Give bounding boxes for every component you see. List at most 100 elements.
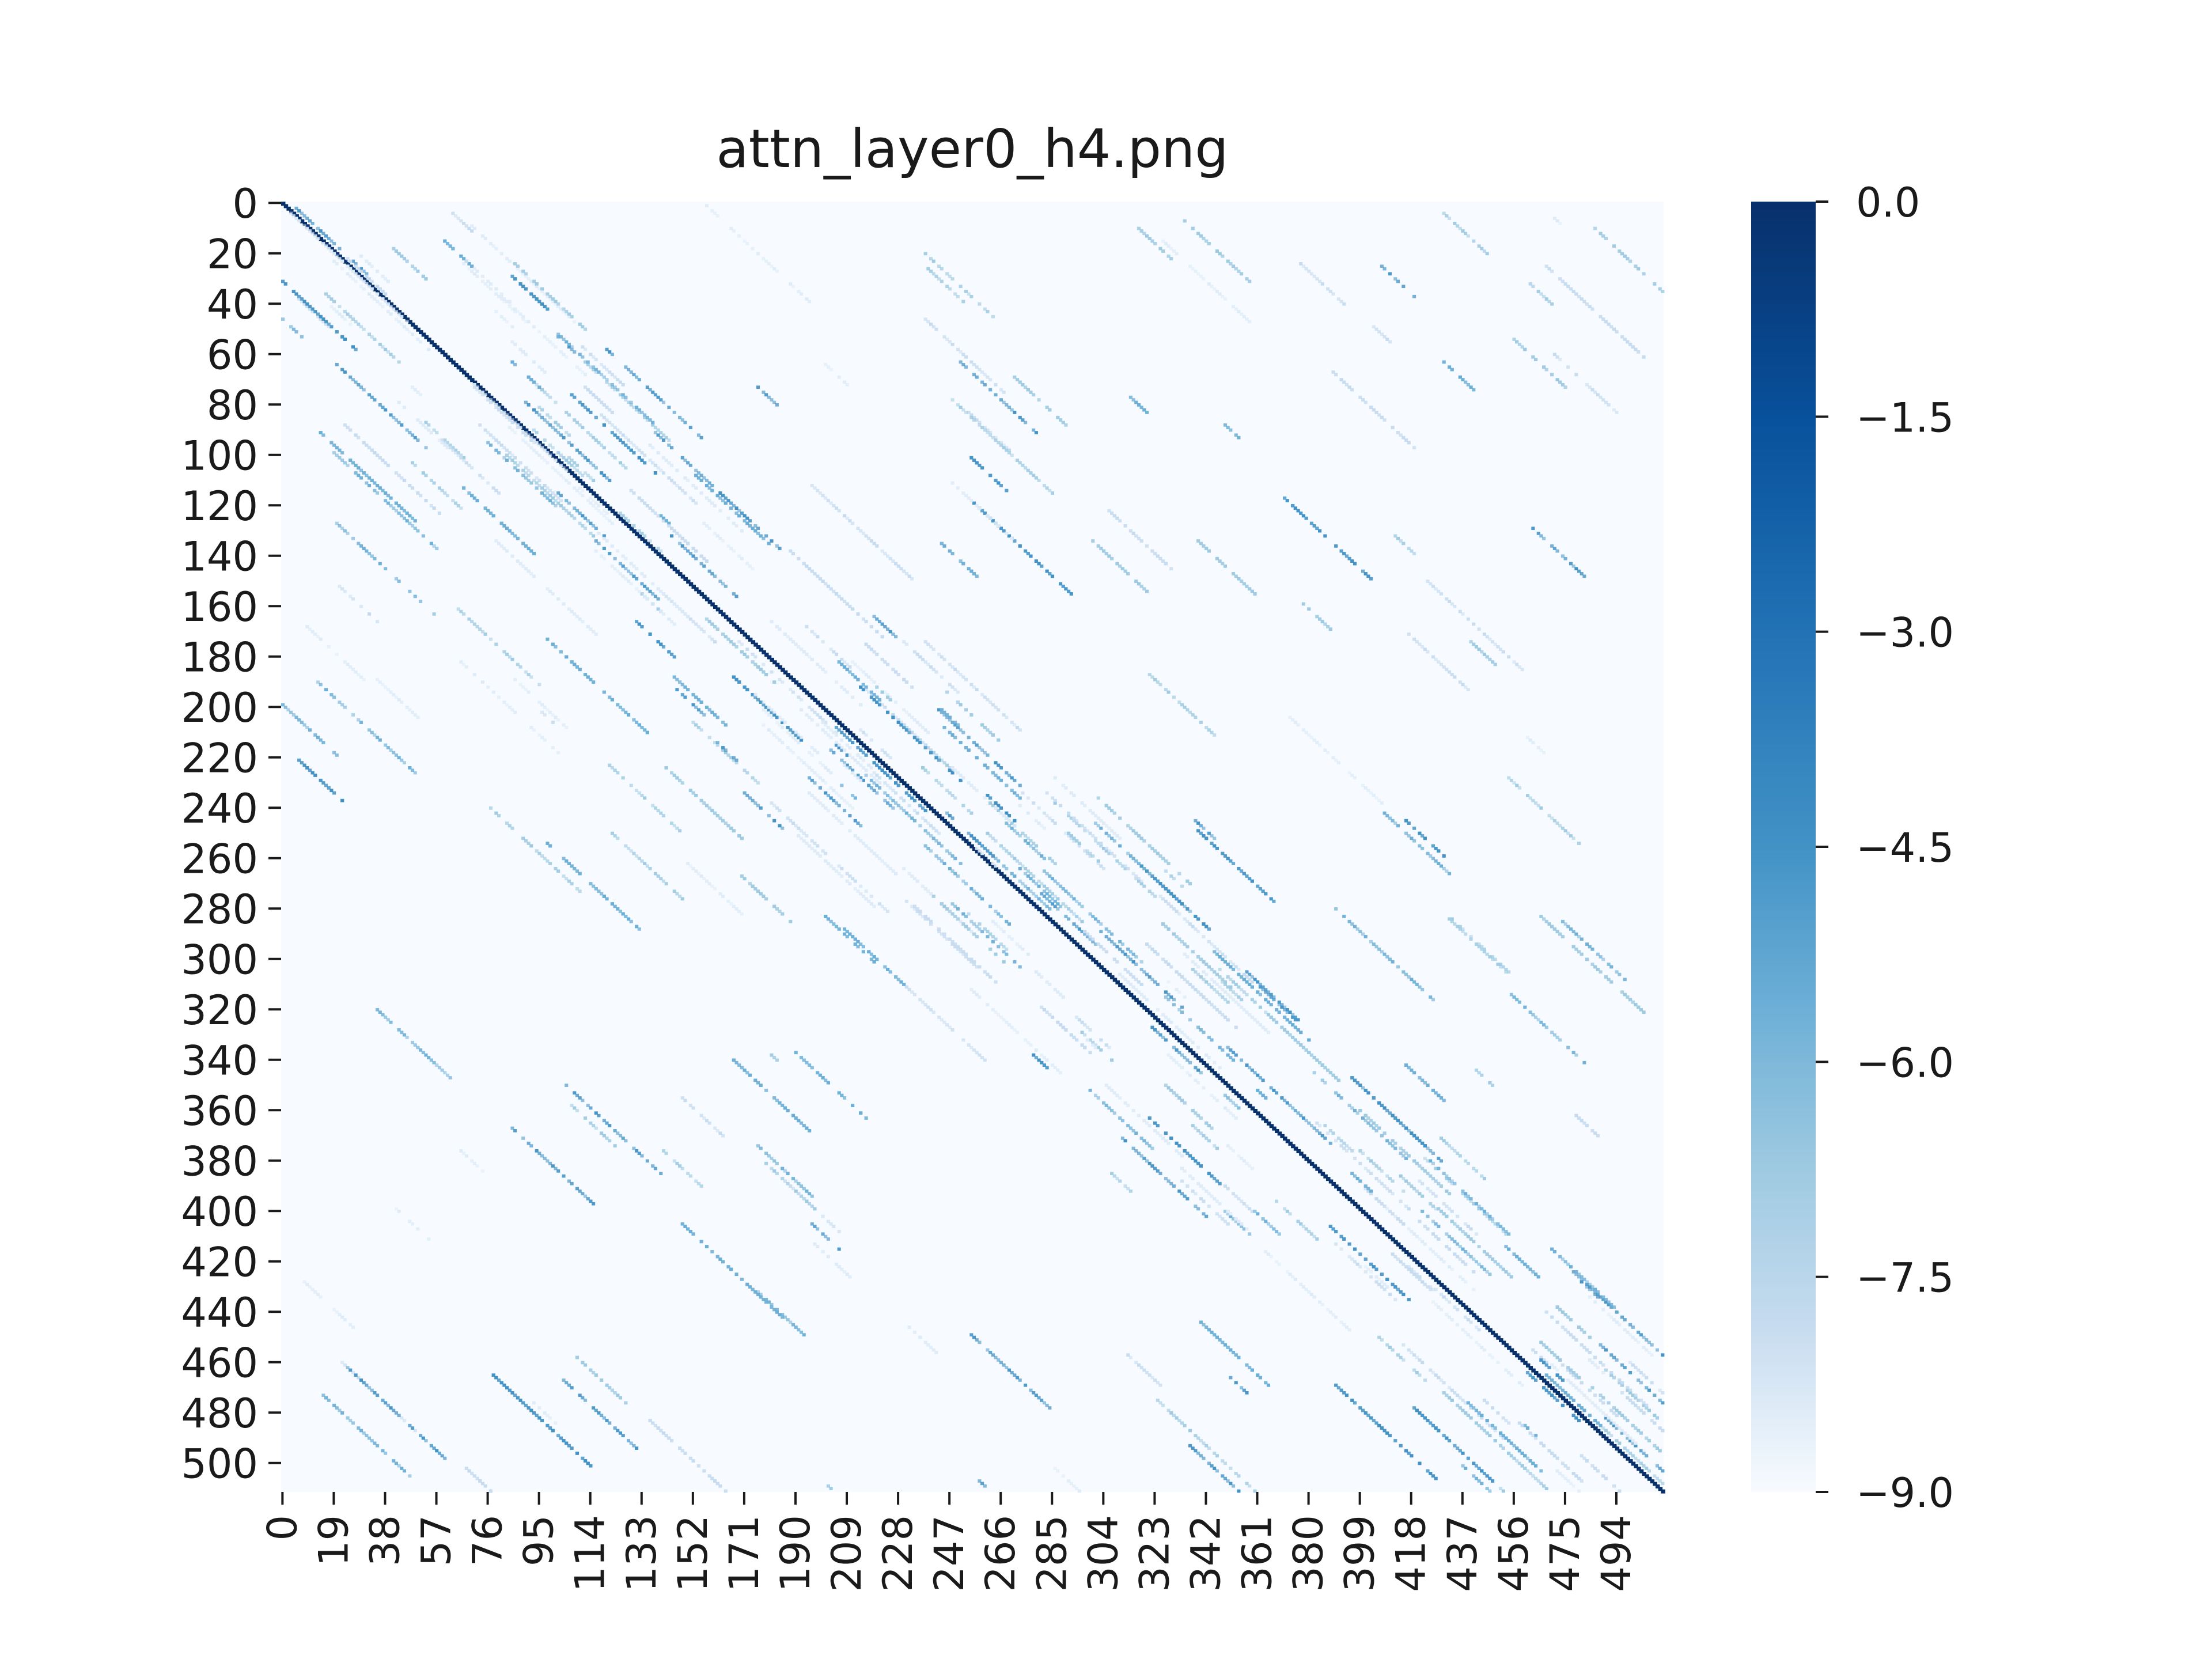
heatmap-cell: [810, 768, 814, 772]
heatmap-cell: [1374, 1275, 1378, 1279]
heatmap-cell: [1512, 995, 1516, 999]
heatmap-cell: [551, 343, 555, 346]
heatmap-cell: [653, 393, 657, 397]
heatmap-cell: [926, 320, 930, 324]
heatmap-cell-diagonal: [472, 380, 478, 385]
heatmap-cell-diagonal: [384, 297, 388, 302]
heatmap-cell: [999, 1016, 1003, 1019]
heatmap-cell-diagonal: [368, 282, 372, 286]
heatmap-cell: [1005, 1020, 1009, 1024]
heatmap-cell: [394, 317, 398, 321]
heatmap-cell: [772, 819, 777, 823]
heatmap-cell-diagonal: [1150, 1013, 1155, 1017]
heatmap-cell: [1477, 945, 1481, 949]
heatmap-cell: [883, 781, 887, 785]
heatmap-cell: [529, 446, 533, 450]
heatmap-cell-diagonal: [726, 617, 731, 622]
heatmap-cell: [859, 728, 863, 732]
heatmap-cell: [1399, 1152, 1403, 1156]
heatmap-cell: [699, 874, 703, 878]
heatmap-cell: [513, 431, 517, 434]
heatmap-cell: [1112, 839, 1116, 843]
heatmap-cell-diagonal: [397, 310, 402, 315]
heatmap-cell: [1307, 1290, 1311, 1294]
heatmap-cell: [656, 809, 660, 813]
heatmap-cell-diagonal: [1512, 1351, 1517, 1355]
heatmap-cell: [886, 910, 890, 914]
heatmap-cell-diagonal: [1266, 1121, 1271, 1126]
heatmap-cell: [1194, 715, 1198, 719]
heatmap-cell: [829, 771, 833, 775]
heatmap-cell: [1072, 819, 1076, 823]
heatmap-cell: [1226, 1479, 1230, 1483]
heatmap-cell: [1453, 1149, 1457, 1153]
heatmap-cell: [726, 753, 730, 757]
heatmap-cell: [1083, 1033, 1087, 1037]
heatmap-cell: [848, 519, 852, 522]
heatmap-cell: [554, 400, 558, 404]
heatmap-cell: [1466, 1225, 1470, 1228]
heatmap-cell: [1048, 895, 1052, 898]
heatmap-cell-diagonal: [1391, 1237, 1396, 1242]
heatmap-cell: [1331, 1131, 1335, 1135]
heatmap-cell: [573, 461, 577, 465]
heatmap-cell: [1183, 706, 1187, 709]
heatmap-cell-diagonal: [1205, 1063, 1209, 1068]
heatmap-cell: [834, 791, 839, 795]
heatmap-cell: [1299, 1222, 1303, 1226]
heatmap-cell: [1131, 857, 1135, 861]
heatmap-cell: [1291, 1013, 1295, 1017]
heatmap-cell: [329, 305, 334, 309]
heatmap-cell: [1269, 1255, 1273, 1259]
heatmap-cell: [584, 1399, 588, 1402]
heatmap-cell-diagonal: [867, 748, 872, 753]
heatmap-cell-diagonal: [548, 451, 553, 456]
heatmap-cell: [797, 741, 801, 744]
heatmap-cell: [365, 282, 369, 286]
heatmap-cell: [923, 829, 927, 833]
heatmap-cell: [1560, 1257, 1565, 1261]
heatmap-cell: [675, 892, 679, 896]
heatmap-cell: [1285, 1210, 1289, 1213]
heatmap-cell: [1448, 1386, 1452, 1389]
heatmap-cell: [888, 630, 892, 634]
heatmap-cell: [300, 211, 304, 215]
heatmap-cell: [713, 574, 717, 578]
heatmap-cell: [1615, 1426, 1619, 1430]
heatmap-cell: [1377, 948, 1381, 951]
heatmap-cell: [1639, 1333, 1643, 1337]
heatmap-cell-diagonal: [910, 789, 915, 793]
heatmap-cell: [1429, 995, 1433, 999]
heatmap-cell: [540, 456, 544, 460]
heatmap-cell-diagonal: [891, 771, 896, 775]
heatmap-cell: [1221, 980, 1225, 984]
heatmap-cell: [851, 806, 855, 810]
heatmap-cell: [1336, 761, 1340, 764]
heatmap-cell: [562, 353, 566, 357]
heatmap-cell: [608, 350, 612, 354]
heatmap-cell: [910, 816, 914, 820]
heatmap-cell: [1507, 655, 1511, 659]
heatmap-cell: [310, 222, 315, 225]
heatmap-cell-diagonal: [923, 801, 929, 806]
heatmap-cell: [937, 831, 941, 835]
heatmap-cell: [357, 1376, 361, 1380]
heatmap-cell: [497, 451, 501, 454]
heatmap-cell: [1021, 864, 1025, 868]
heatmap-cell: [737, 554, 741, 558]
heatmap-cell: [1402, 1343, 1406, 1347]
heatmap-cell: [349, 267, 353, 271]
heatmap-cell: [376, 292, 380, 296]
heatmap-cell-diagonal: [1563, 1399, 1569, 1403]
heatmap-cell: [445, 1073, 450, 1077]
heatmap-cell: [764, 1161, 768, 1165]
heatmap-cell: [1232, 1192, 1236, 1196]
heatmap-cell: [813, 1225, 817, 1228]
heatmap-cell: [1421, 988, 1425, 991]
heatmap-cell: [556, 451, 560, 454]
heatmap-cell-diagonal: [327, 244, 332, 249]
heatmap-cell: [1175, 1048, 1179, 1052]
heatmap-cell: [959, 673, 963, 676]
heatmap-cell-diagonal: [1477, 1318, 1482, 1323]
heatmap-cell: [886, 554, 890, 558]
